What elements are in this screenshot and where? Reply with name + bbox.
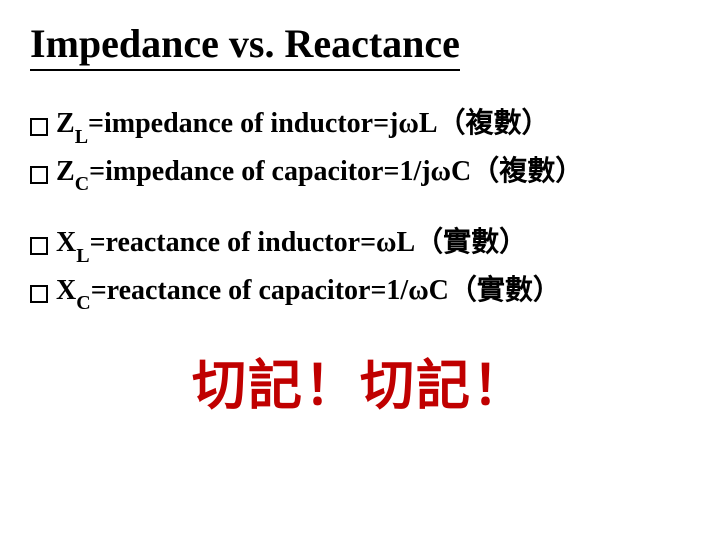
definition: =reactance of capacitor=1/ωC（實數） <box>91 275 561 306</box>
bullet-group-1: ZL=impedance of inductor=jωL（複數） ZC=impe… <box>30 101 690 192</box>
bullet-item: ZC=impedance of capacitor=1/jωC（複數） <box>30 149 690 193</box>
page-title: Impedance vs. Reactance <box>30 20 460 71</box>
definition: =impedance of capacitor=1/jωC（複數） <box>89 156 583 187</box>
square-bullet-icon <box>30 285 48 303</box>
variable: Z <box>56 108 75 139</box>
bullet-text: XC=reactance of capacitor=1/ωC（實數） <box>56 268 561 312</box>
square-bullet-icon <box>30 118 48 136</box>
subscript: L <box>76 245 89 267</box>
definition: =reactance of inductor=ωL（實數） <box>90 227 528 258</box>
bullet-text: ZC=impedance of capacitor=1/jωC（複數） <box>56 149 583 193</box>
emphasis-text: 切記！切記！ <box>30 341 690 420</box>
bullet-item: XL=reactance of inductor=ωL（實數） <box>30 220 690 264</box>
variable: Z <box>56 156 75 187</box>
definition: =impedance of inductor=jωL（複數） <box>88 108 549 139</box>
bullet-text: ZL=impedance of inductor=jωL（複數） <box>56 101 550 145</box>
bullet-text: XL=reactance of inductor=ωL（實數） <box>56 220 527 264</box>
bullet-item: XC=reactance of capacitor=1/ωC（實數） <box>30 268 690 312</box>
variable: X <box>56 227 76 258</box>
bullet-item: ZL=impedance of inductor=jωL（複數） <box>30 101 690 145</box>
bullet-group-2: XL=reactance of inductor=ωL（實數） XC=react… <box>30 220 690 311</box>
square-bullet-icon <box>30 166 48 184</box>
square-bullet-icon <box>30 237 48 255</box>
subscript: L <box>75 126 88 148</box>
subscript: C <box>76 292 90 314</box>
subscript: C <box>75 173 89 195</box>
variable: X <box>56 275 76 306</box>
